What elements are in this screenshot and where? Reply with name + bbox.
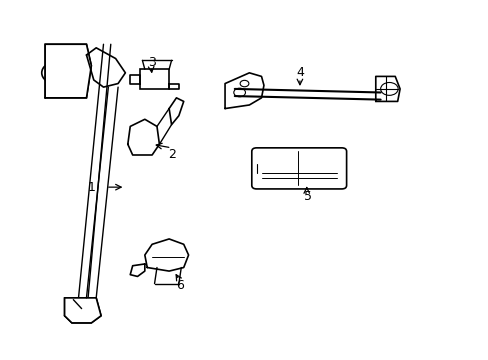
Text: 6: 6 <box>176 279 183 292</box>
Polygon shape <box>45 44 91 98</box>
Text: 1: 1 <box>87 181 95 194</box>
Polygon shape <box>64 298 101 323</box>
Text: 3: 3 <box>148 55 156 69</box>
Text: 4: 4 <box>296 66 304 79</box>
Text: 5: 5 <box>303 190 311 203</box>
FancyBboxPatch shape <box>251 148 346 189</box>
Text: 2: 2 <box>167 148 175 161</box>
Bar <box>140 69 169 89</box>
